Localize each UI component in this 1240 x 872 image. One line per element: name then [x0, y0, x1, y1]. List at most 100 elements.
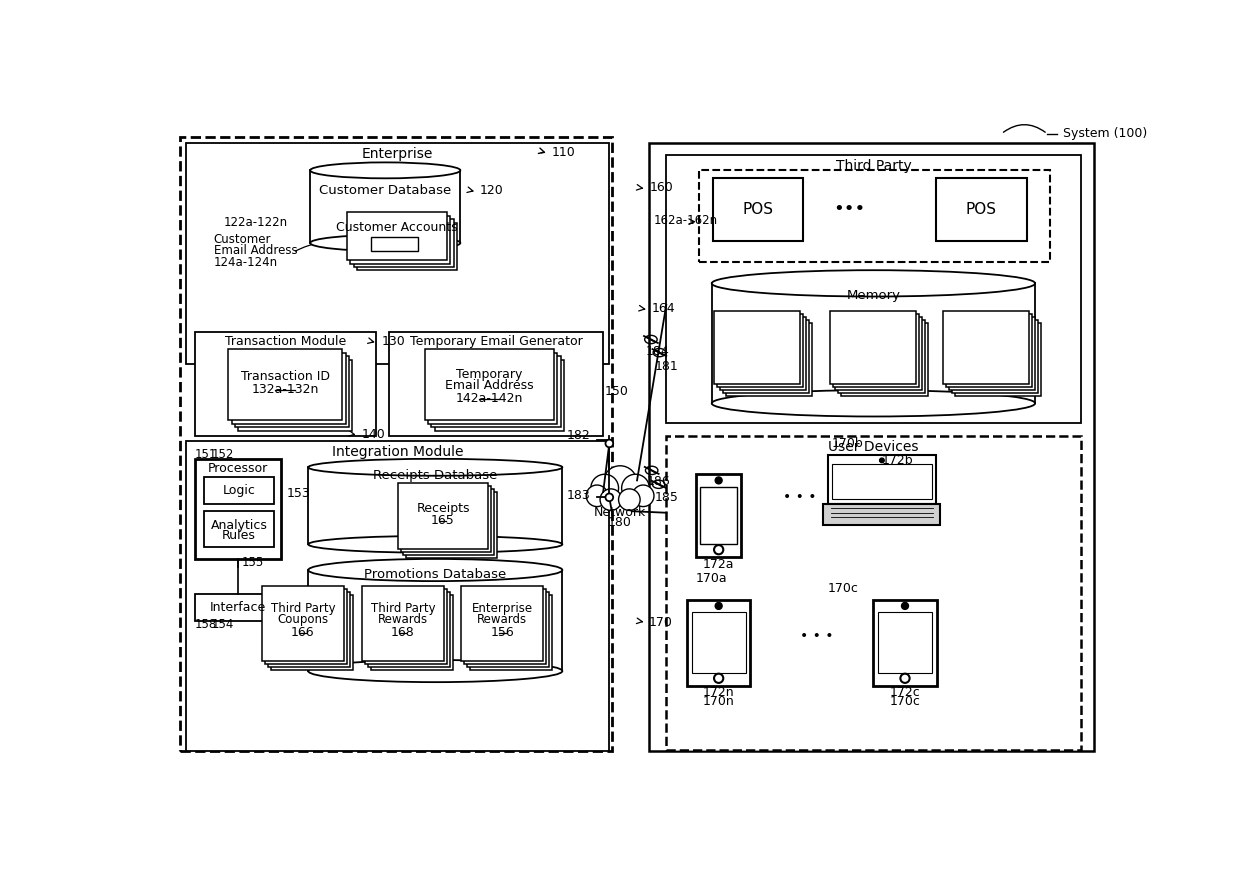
Text: 170c: 170c: [889, 695, 920, 708]
Bar: [347, 213, 446, 260]
Ellipse shape: [309, 559, 563, 581]
Text: Temporary Email Generator: Temporary Email Generator: [409, 336, 583, 348]
Text: 150: 150: [605, 385, 629, 398]
Circle shape: [632, 485, 653, 507]
Text: 166a-166n: 166a-166n: [841, 339, 905, 352]
Text: 165a-165n: 165a-165n: [725, 339, 789, 352]
Text: 172b: 172b: [882, 454, 914, 467]
Text: Receipts: Receipts: [417, 501, 470, 514]
Circle shape: [879, 458, 884, 463]
Circle shape: [619, 489, 640, 510]
Circle shape: [715, 477, 722, 484]
Bar: [403, 489, 495, 555]
Text: Receipts: Receipts: [730, 326, 784, 339]
Bar: [350, 216, 450, 263]
Text: 158: 158: [195, 618, 217, 630]
Text: 154: 154: [211, 618, 233, 630]
Text: • • •: • • •: [782, 490, 816, 504]
Bar: [180, 137, 613, 752]
Bar: [714, 311, 800, 385]
Text: 142a-142n: 142a-142n: [455, 392, 523, 405]
Text: •••: •••: [833, 201, 866, 218]
Bar: [309, 570, 563, 671]
Bar: [357, 222, 458, 270]
Bar: [470, 595, 552, 671]
Text: 184: 184: [646, 344, 670, 358]
Bar: [936, 178, 1027, 241]
Bar: [692, 612, 745, 673]
Bar: [432, 357, 560, 427]
Bar: [830, 311, 916, 385]
Text: Customer: Customer: [213, 233, 272, 246]
Bar: [398, 483, 489, 549]
Text: Integration Module: Integration Module: [332, 445, 464, 459]
Bar: [701, 487, 737, 544]
Ellipse shape: [310, 235, 460, 251]
Circle shape: [900, 674, 910, 683]
Circle shape: [901, 603, 909, 610]
Bar: [435, 359, 564, 431]
Bar: [195, 594, 281, 622]
Text: 165: 165: [432, 514, 455, 527]
Bar: [268, 592, 350, 667]
Bar: [949, 317, 1035, 390]
Bar: [428, 353, 557, 424]
Text: Customer Database: Customer Database: [319, 184, 451, 197]
Text: 172c: 172c: [889, 685, 920, 698]
Text: Transaction Module: Transaction Module: [224, 336, 346, 348]
Text: Coupons: Coupons: [278, 613, 329, 626]
Circle shape: [600, 489, 621, 510]
Circle shape: [715, 603, 722, 610]
Circle shape: [605, 494, 613, 501]
Text: 164: 164: [652, 303, 676, 315]
Bar: [666, 436, 1080, 750]
Circle shape: [714, 674, 723, 683]
Text: Memory: Memory: [847, 290, 900, 302]
Bar: [842, 323, 928, 396]
Text: POS: POS: [743, 201, 774, 217]
Bar: [353, 219, 454, 267]
Text: 172n: 172n: [703, 685, 734, 698]
Bar: [712, 283, 1035, 404]
Text: 160: 160: [650, 181, 673, 194]
Text: 120: 120: [480, 184, 503, 197]
Bar: [828, 455, 936, 504]
Bar: [942, 311, 1029, 385]
Bar: [186, 441, 609, 752]
Text: 162a-162n: 162a-162n: [653, 214, 717, 227]
Bar: [272, 595, 352, 671]
Text: 140: 140: [362, 427, 386, 440]
Text: 155: 155: [242, 556, 264, 569]
Bar: [697, 474, 742, 557]
Bar: [823, 504, 940, 525]
Bar: [725, 323, 812, 396]
Bar: [371, 595, 453, 671]
Text: 130: 130: [382, 336, 405, 348]
Text: 122a-122n: 122a-122n: [223, 216, 288, 229]
Text: 180: 180: [608, 516, 632, 529]
Text: Rules: Rules: [222, 528, 255, 542]
Text: Enterprise: Enterprise: [471, 603, 533, 616]
Bar: [465, 589, 546, 664]
Ellipse shape: [309, 536, 563, 553]
Text: Rewards: Rewards: [960, 326, 1013, 339]
Ellipse shape: [712, 390, 1035, 417]
Text: 172a: 172a: [703, 558, 734, 571]
Bar: [407, 493, 497, 558]
Bar: [836, 317, 921, 390]
Text: Third Party: Third Party: [836, 160, 911, 174]
Ellipse shape: [712, 270, 1035, 296]
Bar: [467, 592, 549, 667]
Text: User Devices: User Devices: [828, 439, 919, 453]
Bar: [723, 320, 810, 393]
Bar: [838, 320, 925, 393]
Bar: [265, 589, 347, 664]
Bar: [365, 589, 446, 664]
Circle shape: [621, 474, 650, 502]
Text: Rewards: Rewards: [477, 613, 527, 626]
Circle shape: [603, 466, 637, 500]
Bar: [232, 353, 346, 424]
Bar: [262, 586, 343, 661]
Circle shape: [587, 485, 608, 507]
Text: 170a: 170a: [696, 572, 727, 585]
